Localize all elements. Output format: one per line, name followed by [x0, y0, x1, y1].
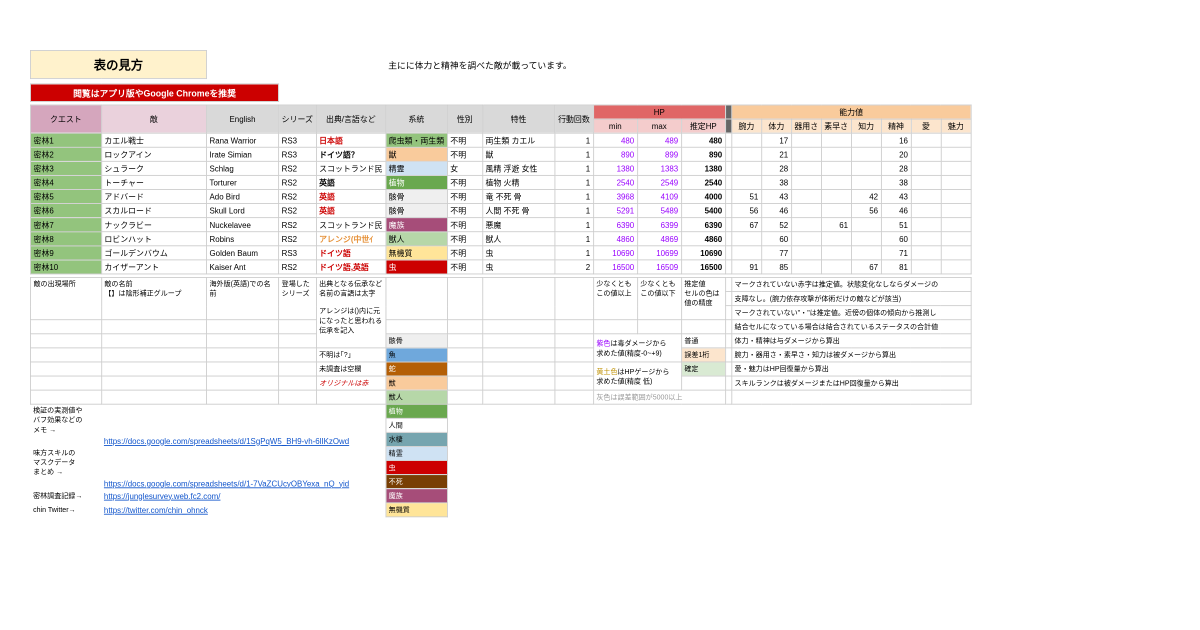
title-cell: 表の見方 — [30, 50, 206, 78]
subtitle: 主にに体力と精神を調べた敵が載っています。 — [386, 50, 732, 78]
table-row: 密林7ナックラビーNuckelaveeRS2スコットランド民魔族不明悪魔1639… — [30, 218, 970, 232]
table-row: 密林10カイザーアントKaiser AntRS2ドイツ語,英語虫不明虫21650… — [30, 260, 970, 274]
survey-link[interactable]: https://junglesurvey.web.fc2.com/ — [104, 491, 221, 500]
notes-row: 敵の出現場所 敵の名前 【】は陰形補正グループ 海外版(英語)での名前 登場した… — [30, 277, 970, 291]
table-row: 密林5アドバードAdo BirdRS2英語骸骨不明竜 不死 骨139684109… — [30, 189, 970, 203]
memo-link[interactable]: https://docs.google.com/spreadsheets/d/1… — [104, 437, 349, 446]
table-row: 密林9ゴールデンバウムGolden BaumRS3ドイツ語無機質不明虫11069… — [30, 246, 970, 260]
mask-link[interactable]: https://docs.google.com/spreadsheets/d/1… — [104, 479, 349, 488]
table-row: 密林6スカルロードSkull LordRS2英語骸骨不明人間 不死 骨15291… — [30, 204, 970, 218]
table-row: 密林4トーチャーTorturerRS2英語植物不明植物 火精1254025492… — [30, 175, 970, 189]
header-row-top: クエスト 敵 English シリーズ 出典/言語など 系統 性別 特性 行動回… — [30, 105, 970, 119]
browser-banner: 閲覧はアプリ版やGoogle Chromeを推奨 — [30, 84, 278, 102]
twitter-link[interactable]: https://twitter.com/chin_ohnck — [104, 505, 208, 514]
main-table: 表の見方 主にに体力と精神を調べた敵が載っています。 閲覧はアプリ版やGoogl… — [30, 50, 971, 517]
table-row: 密林3シュラークSchlagRS2スコットランド民精霊女風精 浮遊 女性1138… — [30, 161, 970, 175]
table-row: 密林1カエル戦士Rana WarriorRS3日本語爬虫類・両生類不明両生類 カ… — [30, 133, 970, 147]
table-row: 密林2ロックアインIrate SimianRS3ドイツ語？獣不明獣1890899… — [30, 147, 970, 161]
table-row: 密林8ロビンハットRobinsRS2アレンジ(中世ｲ獣人不明獣人14860486… — [30, 232, 970, 246]
